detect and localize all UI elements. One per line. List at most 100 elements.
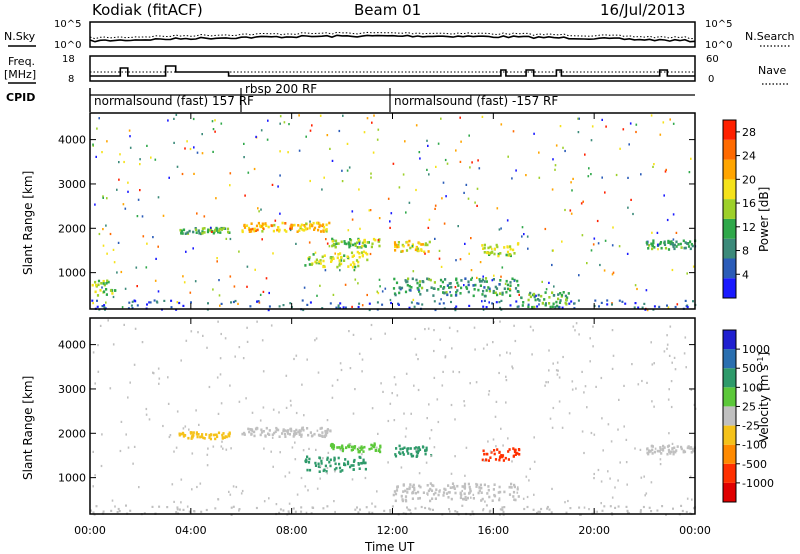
station-title: Kodiak (fitACF): [92, 1, 203, 19]
scatter-cell: [238, 400, 241, 403]
scatter-cell: [429, 488, 432, 491]
colorbar-tick-label: 1000: [742, 343, 770, 356]
heatmap-cell: [549, 305, 552, 309]
heatmap-cell: [209, 433, 212, 437]
scatter-cell: [389, 220, 391, 223]
heatmap-cell: [333, 456, 336, 460]
ground-cell: [685, 510, 688, 514]
scatter-cell: [97, 370, 100, 373]
scatter-cell: [651, 400, 653, 403]
scatter-cell: [474, 201, 476, 204]
heatmap-cell: [532, 292, 536, 296]
heatmap-cell: [403, 446, 406, 450]
scatter-cell: [109, 387, 112, 390]
scatter-cell: [141, 341, 144, 344]
heatmap-cell: [480, 280, 483, 283]
heatmap-cell: [351, 448, 354, 451]
heatmap-cell: [445, 291, 448, 294]
heatmap-cell: [273, 431, 276, 435]
scatter-cell: [555, 369, 558, 372]
scatter-cell: [301, 383, 303, 386]
heatmap-cell: [660, 246, 663, 250]
scatter-cell: [526, 495, 529, 499]
scatter-cell: [609, 477, 611, 480]
heatmap-cell: [496, 293, 499, 297]
heatmap-cell: [370, 245, 373, 249]
ground-cell: [103, 306, 106, 309]
heatmap-cell: [201, 232, 204, 235]
scatter-cell: [167, 402, 170, 405]
ground-cell: [448, 508, 450, 511]
heatmap-cell: [479, 284, 482, 287]
heatmap-cell: [307, 433, 310, 437]
scatter-cell: [486, 343, 488, 346]
scatter-cell: [452, 370, 454, 373]
heatmap-cell: [243, 433, 246, 436]
ground-cell: [339, 302, 342, 305]
scatter-cell: [435, 165, 437, 168]
heatmap-cell: [350, 445, 353, 449]
scatter-cell: [586, 262, 588, 265]
scatter-cell: [315, 337, 318, 340]
heatmap-cell: [651, 247, 654, 251]
heatmap-cell: [311, 224, 314, 227]
scatter-cell: [376, 138, 379, 141]
heatmap-cell: [418, 242, 421, 245]
scatter-cell: [389, 402, 392, 405]
heatmap-cell: [330, 260, 333, 263]
heatmap-cell: [357, 260, 360, 264]
scatter-cell: [593, 477, 595, 480]
heatmap-cell: [194, 227, 197, 230]
scatter-cell: [315, 448, 317, 451]
scatter-cell: [141, 215, 144, 218]
heatmap-cell: [418, 484, 421, 488]
ground-cell: [146, 303, 148, 306]
scatter-cell: [285, 406, 288, 409]
ground-cell: [454, 309, 457, 312]
heatmap-cell: [207, 228, 210, 232]
heatmap-cell: [284, 222, 287, 225]
heatmap-cell: [489, 245, 492, 249]
y-tick-label: 4000: [58, 134, 86, 147]
ground-cell: [485, 504, 488, 507]
scatter-cell: [258, 301, 261, 304]
heatmap-cell: [406, 283, 409, 287]
scatter-cell: [619, 147, 621, 150]
heatmap-cell: [662, 444, 665, 448]
heatmap-cell: [421, 286, 424, 290]
ground-cell: [666, 304, 668, 307]
heatmap-cell: [289, 225, 292, 228]
scatter-cell: [430, 454, 432, 458]
scatter-cell: [489, 450, 492, 453]
heatmap-cell: [424, 449, 427, 452]
scatter-cell: [261, 339, 264, 342]
heatmap-cell: [538, 299, 541, 302]
heatmap-cell: [199, 232, 202, 236]
heatmap-cell: [217, 431, 221, 435]
colorbar-swatch: [723, 425, 736, 445]
heatmap-cell: [407, 277, 410, 281]
heatmap-cell: [363, 445, 366, 449]
ground-cell: [414, 507, 417, 510]
ground-cell: [90, 509, 92, 512]
heatmap-cell: [414, 446, 418, 449]
heatmap-cell: [338, 262, 341, 265]
heatmap-cell: [483, 243, 486, 247]
heatmap-cell: [335, 466, 338, 470]
heatmap-cell: [326, 430, 329, 433]
scatter-cell: [229, 384, 231, 387]
ground-cell: [383, 509, 386, 512]
scatter-cell: [575, 387, 577, 390]
heatmap-cell: [416, 281, 419, 285]
scatter-cell: [643, 475, 645, 478]
freq-label: Freq.: [8, 55, 35, 68]
heatmap-cell: [433, 287, 436, 290]
scatter-cell: [216, 376, 219, 379]
heatmap-cell: [338, 259, 341, 262]
scatter-cell: [295, 354, 298, 357]
heatmap-cell: [467, 290, 470, 294]
scatter-cell: [303, 286, 306, 289]
scatter-cell: [689, 475, 692, 478]
heatmap-cell: [346, 460, 350, 464]
scatter-cell: [123, 323, 125, 326]
